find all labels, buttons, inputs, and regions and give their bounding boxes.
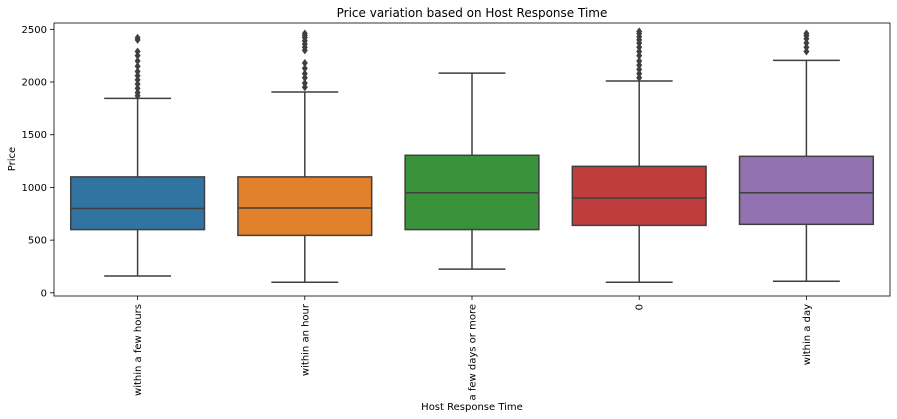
outlier-point (636, 51, 643, 60)
outlier-point (134, 75, 141, 84)
outlier-point (134, 67, 141, 76)
outlier-point (301, 64, 308, 73)
x-tick-label: within a few hours (133, 304, 144, 396)
chart-title: Price variation based on Host Response T… (337, 6, 608, 20)
outlier-point (803, 39, 810, 48)
outlier-point (134, 51, 141, 60)
outlier-point (636, 61, 643, 70)
box-group (69, 33, 206, 277)
outlier-point (134, 71, 141, 80)
box-iqr (738, 155, 875, 226)
y-tick-label: 0 (41, 288, 47, 299)
outlier-point (803, 29, 810, 38)
outlier-point (301, 79, 308, 88)
outlier-point (636, 69, 643, 78)
y-axis: 0 500 1000 1500 2000 2500 (22, 25, 54, 299)
outlier-point (636, 73, 643, 82)
box-iqr (237, 176, 373, 237)
outlier-point (636, 65, 643, 74)
y-axis-label: Price (7, 147, 18, 171)
x-axis: within a few hours within an hour a few da… (133, 296, 813, 400)
outlier-point (134, 56, 141, 65)
outlier-point (134, 84, 141, 93)
y-tick-label: 2500 (22, 25, 47, 36)
box-group (404, 72, 540, 270)
outlier-point (301, 83, 308, 92)
y-tick-label: 1000 (22, 183, 47, 194)
outlier-point (301, 69, 308, 78)
outlier-point (301, 29, 308, 38)
plot-area (69, 27, 875, 284)
box-group (738, 29, 875, 282)
box-group (237, 29, 373, 284)
y-tick-label: 500 (28, 236, 47, 247)
outlier-point (134, 47, 141, 56)
box-iqr (69, 176, 206, 231)
x-tick-label: a few days or more (468, 304, 479, 400)
box-group (571, 27, 707, 284)
x-tick-label: within a day (802, 304, 813, 365)
outlier-point (803, 47, 810, 56)
x-tick-label: within an hour (300, 303, 311, 376)
x-tick-label: 0 (635, 304, 646, 310)
outlier-point (134, 62, 141, 71)
outlier-point (636, 43, 643, 52)
outlier-point (134, 88, 141, 97)
outlier-point (301, 73, 308, 82)
outlier-point (636, 56, 643, 65)
outlier-point (134, 80, 141, 89)
outlier-point (134, 33, 141, 42)
outlier-point (301, 59, 308, 68)
outlier-point (803, 43, 810, 52)
outlier-point (636, 47, 643, 56)
box-iqr (571, 165, 707, 227)
y-tick-label: 2000 (22, 78, 47, 89)
outlier-point (636, 27, 643, 36)
y-tick-label: 1500 (22, 130, 47, 141)
x-axis-label: Host Response Time (421, 402, 523, 413)
